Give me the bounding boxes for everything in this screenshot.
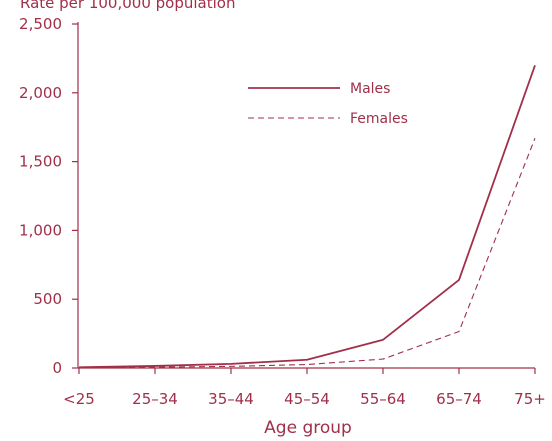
legend: Males Females — [248, 81, 408, 127]
x-tick-label: 45–54 — [284, 390, 330, 408]
chart-title-partial: Rate per 100,000 population — [20, 0, 235, 12]
x-axis: <25 25–34 35–44 45–54 55–64 65–74 75+ — [63, 367, 546, 408]
legend-label-females: Females — [350, 111, 408, 127]
y-tick-label: 2,500 — [19, 15, 62, 33]
legend-label-males: Males — [350, 81, 390, 97]
x-tick-label: 25–34 — [132, 390, 178, 408]
x-axis-label: Age group — [264, 418, 352, 438]
y-tick-label: 500 — [33, 290, 62, 308]
x-tick-label: 65–74 — [436, 390, 482, 408]
y-tick-label: 1,500 — [19, 153, 62, 171]
y-tick-label: 1,000 — [19, 221, 62, 239]
series-line-females — [78, 138, 536, 369]
x-tick-label: 55–64 — [360, 390, 406, 408]
y-axis: 0 500 1,000 1,500 2,000 2,500 — [19, 15, 79, 377]
y-tick-label: 0 — [52, 359, 62, 377]
y-tick-label: 2,000 — [19, 84, 62, 102]
series-line-males — [78, 64, 536, 369]
x-tick-label: 75+ — [514, 390, 546, 408]
x-tick-label: <25 — [63, 390, 95, 408]
series-lines — [78, 64, 536, 369]
x-tick-label: 35–44 — [208, 390, 254, 408]
